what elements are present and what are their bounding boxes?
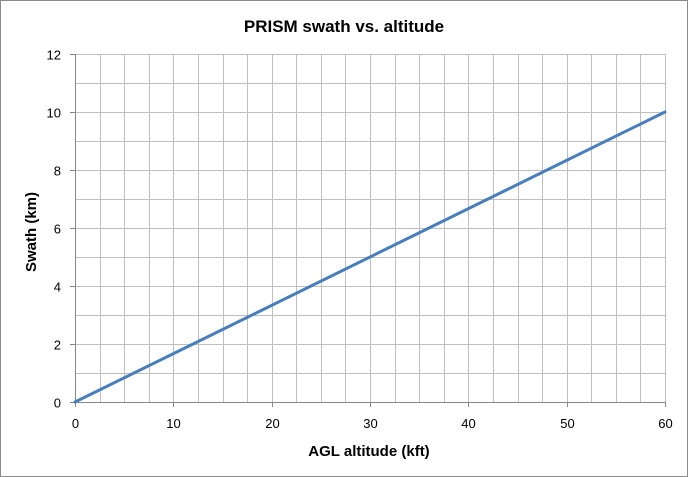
chart-title: PRISM swath vs. altitude: [244, 17, 444, 36]
x-tick-label: 0: [72, 416, 79, 431]
x-tick-label: 30: [363, 416, 377, 431]
y-tick-label: 6: [54, 222, 61, 237]
x-axis-title: AGL altitude (kft): [308, 443, 429, 460]
y-tick-label: 0: [54, 396, 61, 411]
x-tick-label: 40: [461, 416, 475, 431]
x-tick-label: 60: [658, 416, 672, 431]
y-axis-title: Swath (km): [23, 192, 40, 272]
y-tick-label: 8: [54, 164, 61, 179]
series-layer: [73, 110, 667, 404]
y-tick-label: 10: [47, 106, 61, 121]
y-tick-label: 2: [54, 338, 61, 353]
tick-labels: 0 2 4 6 8 10 12 0 10 20 30 40 50 60: [47, 48, 673, 432]
y-tick-label: 12: [47, 48, 61, 63]
y-tick-label: 4: [54, 280, 61, 295]
x-tick-label: 20: [265, 416, 279, 431]
x-tick-label: 50: [560, 416, 574, 431]
x-tick-label: 10: [166, 416, 180, 431]
grid-lines: [75, 54, 666, 402]
series-line: [73, 110, 667, 404]
axes: [70, 54, 666, 407]
